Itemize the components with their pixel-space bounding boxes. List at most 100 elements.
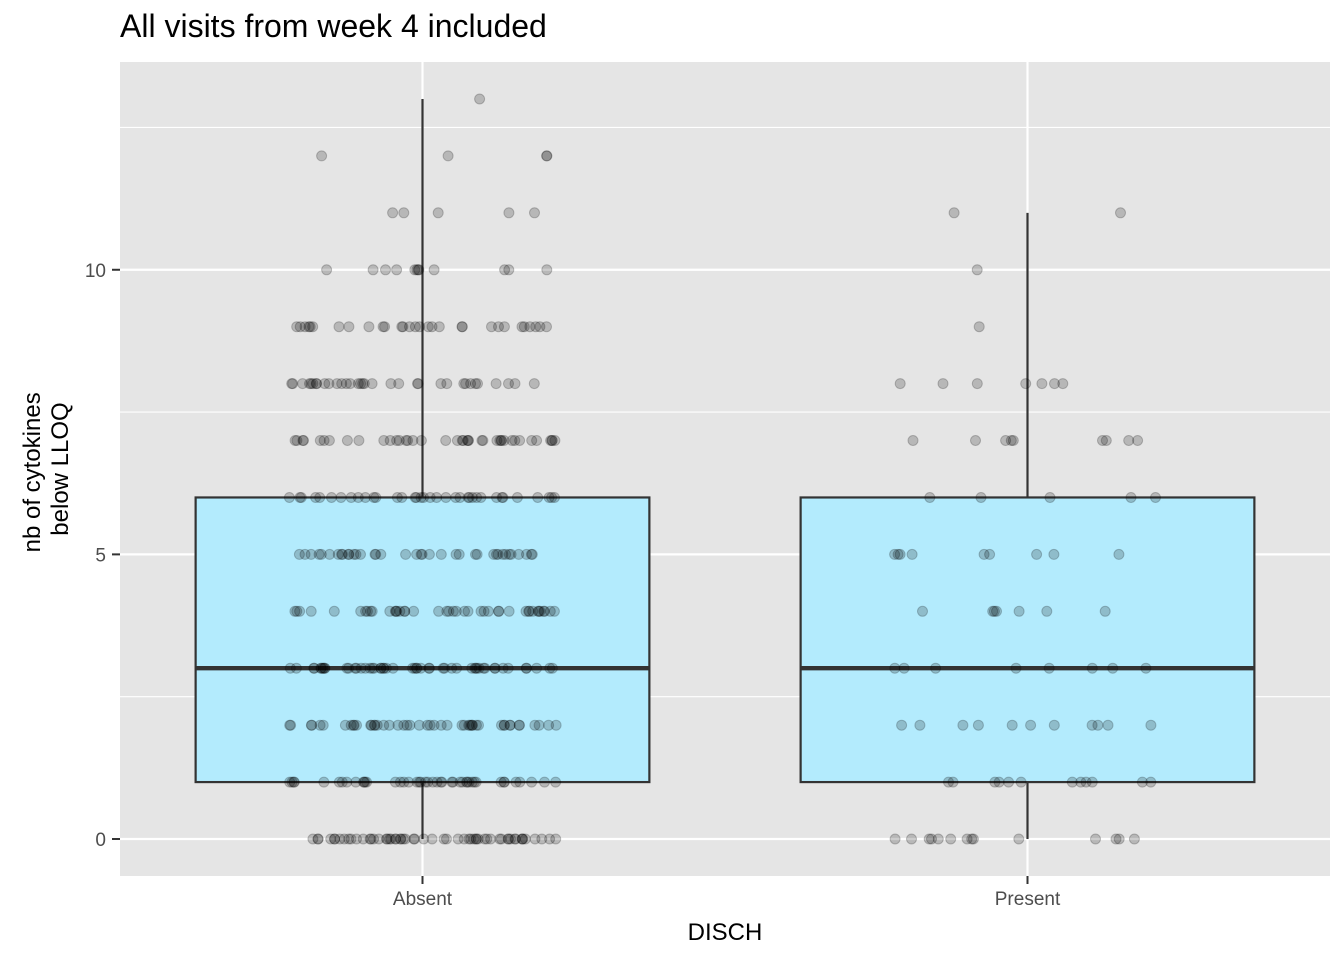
data-point: [345, 492, 357, 503]
data-point: [1086, 662, 1098, 674]
data-point: [466, 776, 478, 788]
data-point: [458, 378, 470, 390]
data-point: [503, 264, 515, 276]
data-point: [526, 548, 538, 560]
data-point: [317, 719, 329, 731]
data-point: [391, 492, 403, 503]
data-point: [395, 833, 407, 845]
data-point: [437, 662, 449, 674]
data-point: [399, 605, 411, 617]
data-point: [498, 435, 510, 446]
data-point: [348, 719, 360, 731]
data-point: [497, 662, 509, 674]
data-point: [544, 662, 556, 674]
data-point: [533, 605, 545, 617]
data-point: [469, 662, 481, 674]
data-point: [311, 378, 323, 390]
data-point: [366, 605, 378, 617]
data-point: [502, 833, 514, 845]
data-point: [378, 662, 390, 674]
data-point: [520, 662, 532, 674]
data-point: [343, 548, 355, 560]
data-point: [498, 719, 510, 731]
data-point: [503, 207, 515, 219]
box-iqr: [194, 496, 651, 784]
data-point: [385, 378, 397, 390]
data-point: [348, 719, 359, 731]
data-point: [415, 548, 427, 560]
data-point: [369, 719, 381, 731]
data-point: [421, 719, 433, 731]
data-point: [291, 605, 303, 617]
data-point: [509, 378, 521, 390]
data-point: [343, 662, 355, 674]
data-point: [394, 776, 406, 788]
data-point: [456, 719, 468, 731]
data-point: [294, 492, 306, 503]
data-point: [947, 776, 959, 788]
data-point: [428, 719, 440, 731]
data-point: [526, 776, 538, 788]
data-point: [319, 378, 331, 390]
data-point: [396, 492, 408, 503]
data-point: [898, 662, 910, 674]
data-point: [286, 776, 298, 788]
data-point: [514, 435, 526, 446]
data-point: [348, 548, 360, 560]
data-point: [517, 833, 529, 845]
data-point: [343, 321, 355, 333]
data-point: [524, 321, 536, 333]
data-point: [294, 605, 306, 617]
data-point: [471, 492, 483, 503]
data-point: [489, 662, 501, 674]
data-point: [463, 492, 475, 503]
data-point: [539, 605, 550, 617]
data-point: [475, 605, 487, 617]
data-point: [357, 378, 369, 390]
data-point: [511, 492, 523, 503]
data-point: [930, 662, 942, 674]
data-point: [369, 548, 381, 560]
data-point: [412, 378, 424, 390]
data-point: [345, 833, 357, 845]
data-point: [315, 662, 327, 674]
data-point: [446, 776, 458, 788]
data-point: [310, 492, 322, 503]
data-point: [447, 605, 459, 617]
data-point: [550, 776, 562, 788]
data-point: [531, 435, 543, 446]
data-point: [334, 833, 346, 845]
data-point: [488, 548, 500, 560]
data-point: [358, 378, 370, 390]
data-point: [1080, 776, 1092, 788]
data-point: [286, 378, 298, 390]
data-point: [497, 492, 509, 503]
data-point: [476, 435, 488, 446]
data-point: [345, 719, 357, 731]
data-point: [451, 435, 463, 446]
data-point: [459, 605, 470, 617]
data-point: [307, 321, 319, 333]
data-point: [285, 719, 297, 731]
data-point: [494, 833, 506, 845]
data-point: [402, 435, 414, 446]
data-point: [336, 548, 348, 560]
data-point: [378, 435, 390, 446]
data-point: [329, 833, 341, 845]
data-point: [509, 833, 521, 845]
data-point: [495, 435, 507, 446]
data-point: [485, 833, 497, 845]
data-point: [393, 435, 405, 446]
y-tick-label: 5: [95, 545, 106, 566]
data-point: [291, 435, 303, 446]
data-point: [408, 605, 420, 617]
data-point: [545, 435, 557, 446]
data-point: [460, 378, 472, 390]
data-point: [442, 150, 454, 162]
data-point: [498, 321, 510, 333]
data-point: [472, 378, 483, 390]
data-point: [1110, 833, 1122, 845]
data-point: [284, 662, 296, 674]
data-point: [463, 435, 474, 446]
data-point: [424, 719, 436, 731]
